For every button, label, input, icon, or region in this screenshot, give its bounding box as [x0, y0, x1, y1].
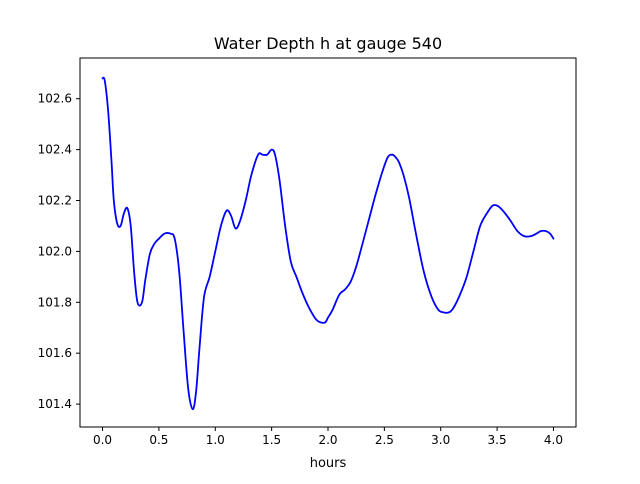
- y-tick-label: 101.6: [38, 346, 72, 360]
- x-tick-label: 2.5: [375, 433, 394, 447]
- x-tick-label: 3.5: [488, 433, 507, 447]
- y-tick-label: 101.4: [38, 397, 72, 411]
- y-tick-label: 102.6: [38, 92, 72, 106]
- axes: 0.0 0.5 1.0 1.5 2.0 2.5 3.0 3.5 4.0 101.4 101.6 101…: [38, 57, 577, 447]
- x-axis-label: hours: [310, 456, 347, 471]
- plot-area: [101, 76, 555, 411]
- x-tick-label: 1.0: [206, 433, 225, 447]
- x-tick-label: 4.0: [544, 433, 563, 447]
- x-tick-label: 0.5: [149, 433, 168, 447]
- y-tick-label: 101.8: [38, 295, 72, 309]
- y-tick-label: 102.2: [38, 194, 72, 208]
- x-tick-label: 3.0: [431, 433, 450, 447]
- y-tick-label: 102.0: [38, 244, 72, 258]
- x-tick-label: 1.5: [262, 433, 281, 447]
- y-tick-label: 102.4: [38, 143, 72, 157]
- data-series-line: [101, 76, 555, 411]
- x-tick-label: 2.0: [318, 433, 337, 447]
- chart-title: Water Depth h at gauge 540: [214, 34, 442, 53]
- x-tick-label: 0.0: [93, 433, 112, 447]
